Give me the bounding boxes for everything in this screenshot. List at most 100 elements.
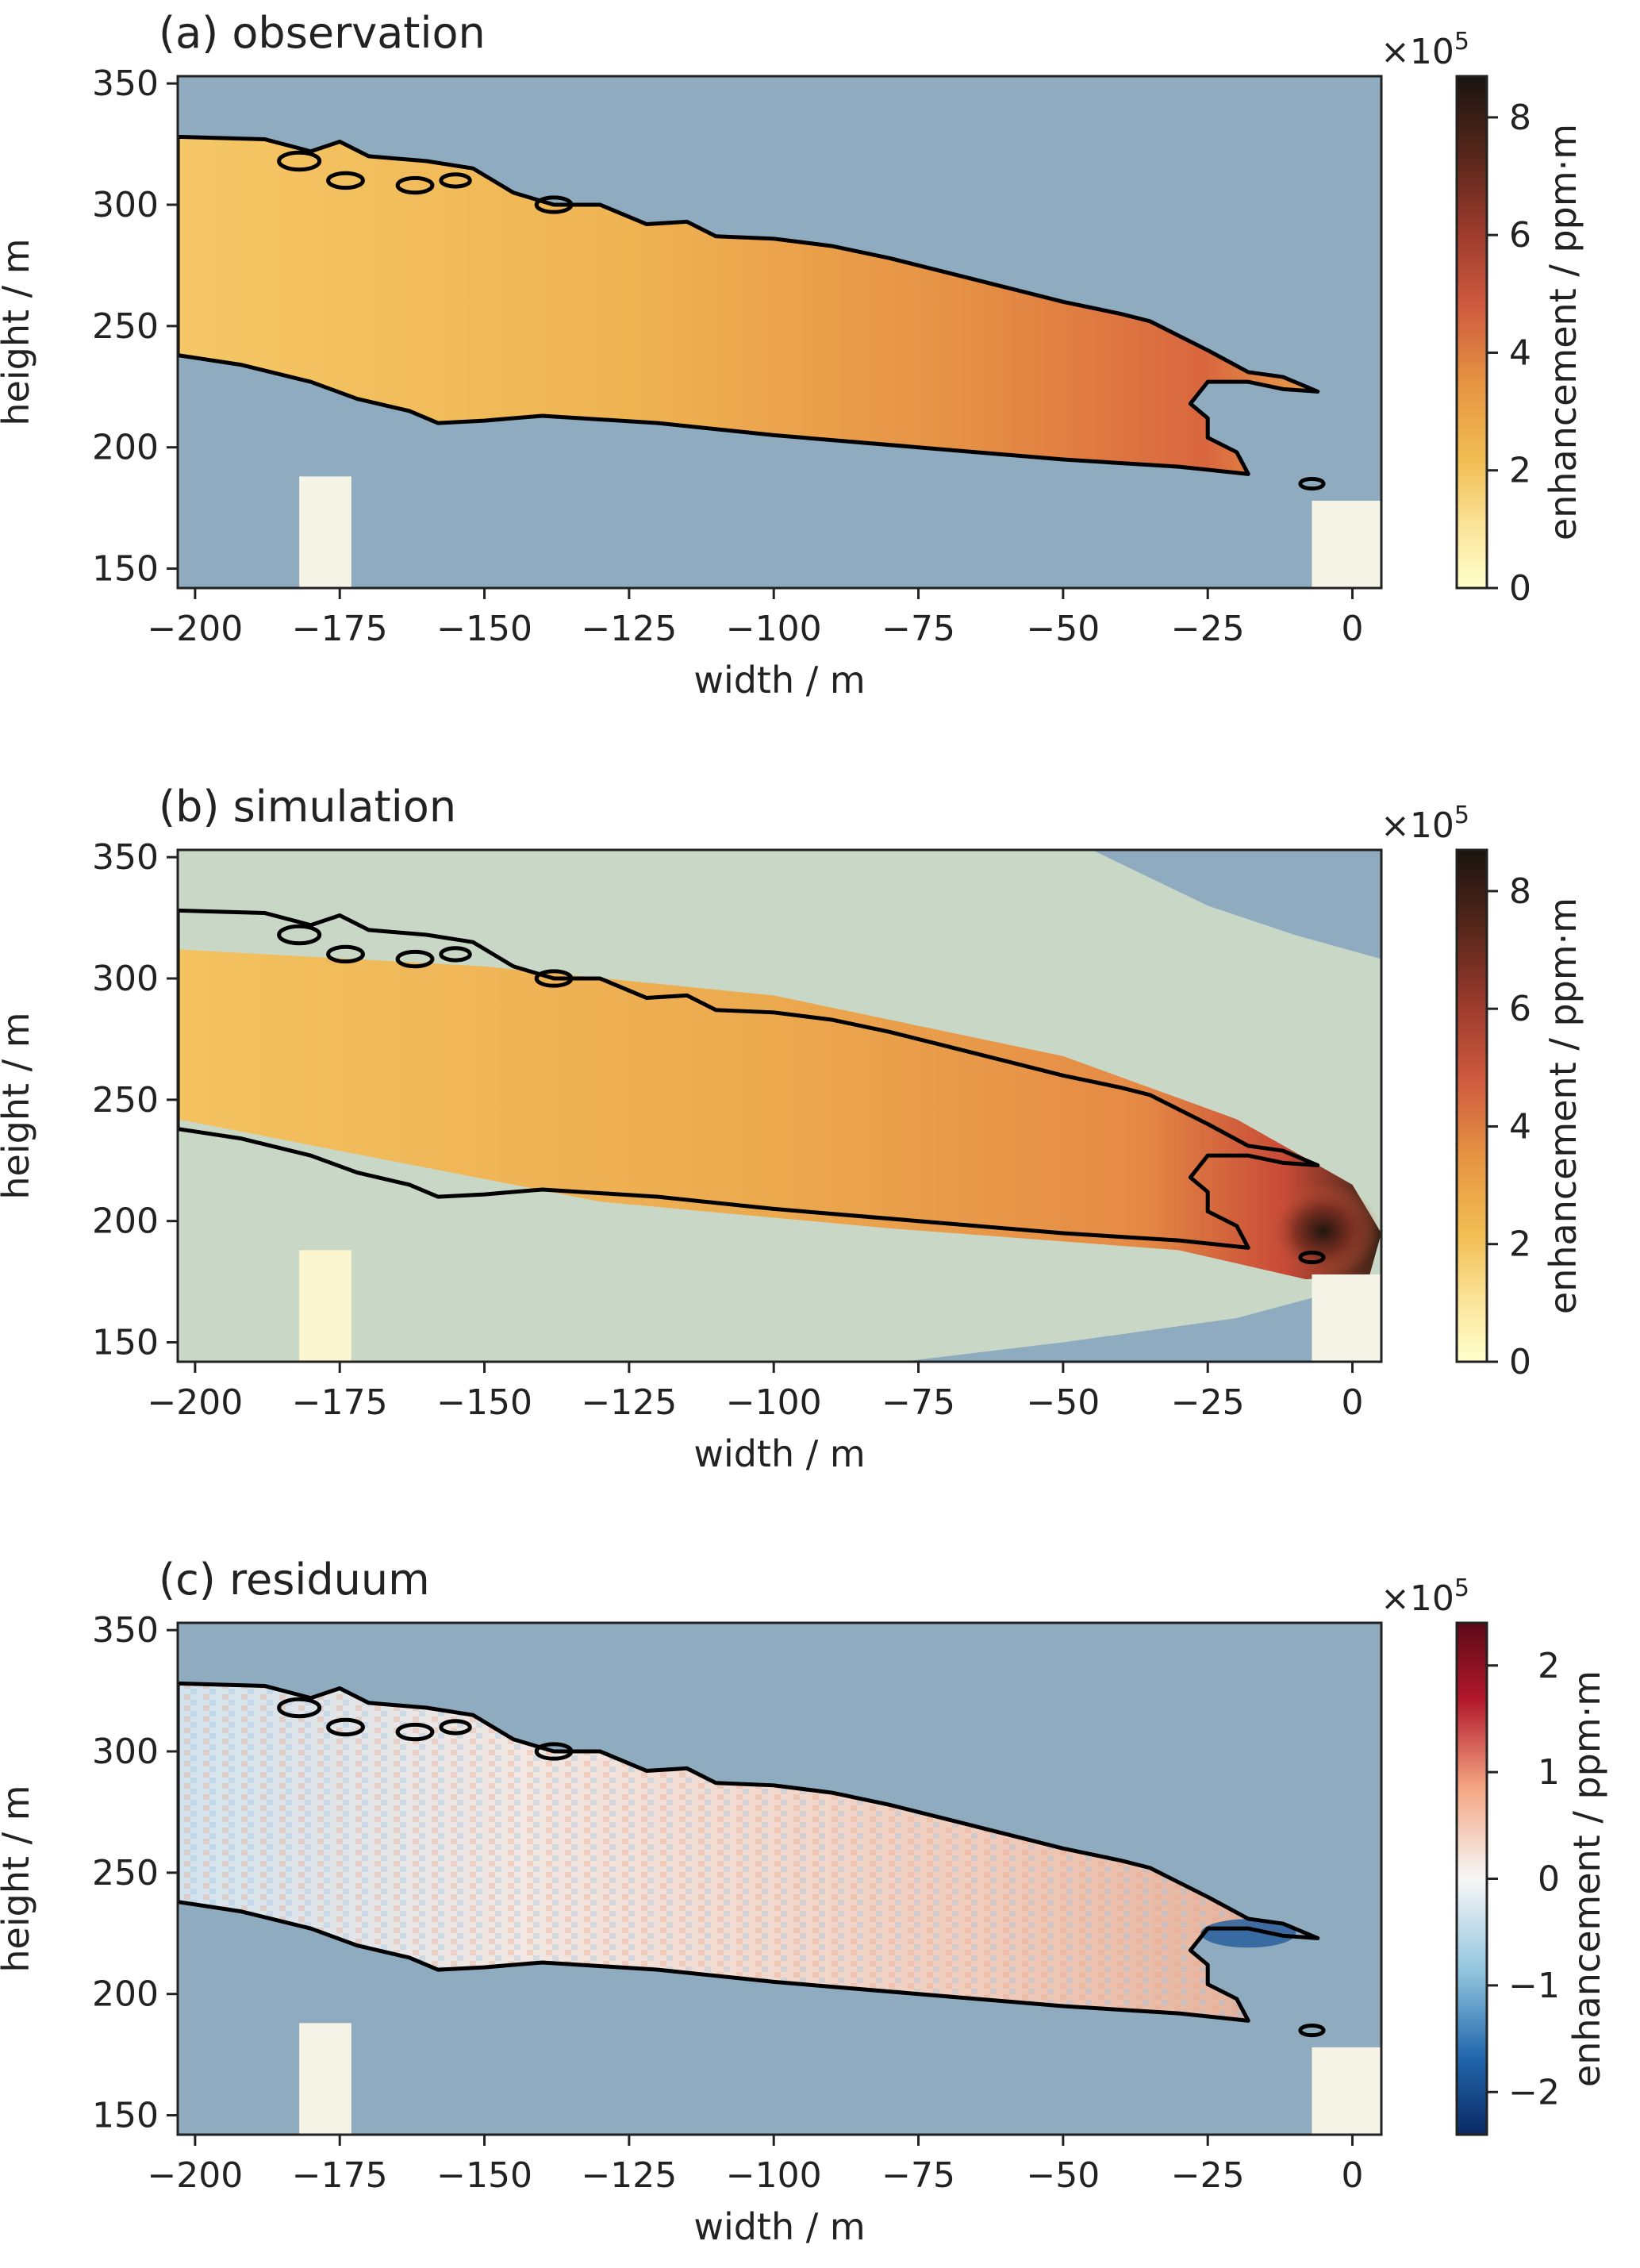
- x-tick-label: 0: [1342, 1382, 1364, 1423]
- colorbar-tick-label: 8: [1509, 98, 1531, 138]
- x-tick-label: −150: [436, 1382, 532, 1423]
- x-tick-label: −100: [726, 2155, 822, 2196]
- contour-loop: [1298, 476, 1326, 491]
- panel-title: (c) residuum: [159, 1555, 430, 1605]
- colorbar-exponent: 5: [1454, 1574, 1469, 1602]
- colorbar-tick-label: 2: [1509, 1224, 1531, 1265]
- y-tick-label: 300: [92, 959, 159, 999]
- x-tick-label: −200: [147, 609, 243, 649]
- x-axis-label: width / m: [693, 659, 865, 702]
- colorbar: 0 2 4 6 8 ×105 enhancement / ppm·m: [1381, 801, 1584, 1382]
- negative-residual-region: [1200, 1919, 1296, 1948]
- x-tick-label: −125: [581, 1382, 677, 1423]
- x-tick-label: −50: [1026, 2155, 1100, 2196]
- contour-loop: [277, 150, 322, 172]
- colorbar-tick-label: −2: [1508, 2072, 1560, 2112]
- axes-frame: [176, 848, 1383, 1363]
- stack-marker: [1312, 1274, 1381, 1362]
- y-tick-label: 250: [92, 1853, 159, 1893]
- contour-loop: [277, 1697, 322, 1719]
- x-tick-label: −150: [436, 609, 532, 649]
- x-tick-label: 0: [1342, 609, 1364, 649]
- contour-loop: [395, 1722, 435, 1742]
- panel-1: (a) observation −200 −175 −150 −125 −100 −75 −5…: [0, 8, 1584, 702]
- x-tick-label: 0: [1342, 2155, 1364, 2196]
- axes-frame: [176, 75, 1383, 590]
- contour-loop: [534, 969, 574, 988]
- y-tick-label: 350: [92, 1610, 159, 1651]
- contour-loop: [534, 195, 574, 214]
- contour-loop: [326, 944, 365, 964]
- colorbar: 0 2 4 6 8 ×105 enhancement / ppm·m: [1381, 28, 1584, 609]
- y-tick-label: 200: [92, 428, 159, 468]
- heatmap-area: [178, 76, 1381, 588]
- stack-marker: [299, 2023, 351, 2135]
- x-tick-label: −125: [581, 609, 677, 649]
- y-tick-label: 300: [92, 185, 159, 225]
- colorbar-tick-label: 4: [1509, 1106, 1531, 1147]
- colorbar-tick-label: 8: [1509, 871, 1531, 912]
- plume-field: [178, 136, 1318, 475]
- plume-hotspot: [1268, 1182, 1380, 1278]
- x-tick-label: −200: [147, 1382, 243, 1423]
- colorbar-label: enhancement / ppm·m: [1542, 898, 1584, 1314]
- contour-loop: [277, 924, 322, 946]
- colorbar-tick-label: 0: [1538, 1859, 1560, 1900]
- x-tick-label: −175: [292, 609, 388, 649]
- colorbar-label: enhancement / ppm·m: [1565, 1670, 1608, 2087]
- colorbar-tick-label: 0: [1509, 1342, 1531, 1382]
- stack-marker: [1312, 2047, 1381, 2135]
- x-tick-label: −175: [292, 2155, 388, 2196]
- contour-loop: [439, 1719, 472, 1736]
- residual-noise: [178, 1683, 1318, 2021]
- x-tick-label: −125: [581, 2155, 677, 2196]
- y-tick-label: 250: [92, 306, 159, 347]
- y-axis-label: height / m: [0, 1785, 37, 1972]
- colorbar-tick-label: 0: [1509, 568, 1531, 609]
- x-tick-label: −175: [292, 1382, 388, 1423]
- y-tick-label: 350: [92, 837, 159, 878]
- stack-marker: [299, 476, 351, 588]
- colorbar-multiplier: ×105: [1381, 1574, 1469, 1619]
- outside-domain-region: [901, 1279, 1381, 1362]
- contour-loop: [1298, 1250, 1326, 1265]
- colorbar-exponent: 5: [1454, 801, 1469, 829]
- contour-loop: [439, 946, 472, 963]
- panel-3: (c) residuum −2 0 0 −175 −150 −125 −100 −75 −50 −2…: [0, 1555, 1608, 2248]
- colorbar-tick-label: 2: [1509, 451, 1531, 491]
- y-tick-label: 150: [92, 1323, 159, 1363]
- colorbar-gradient: [1455, 75, 1488, 590]
- heatmap-area: [178, 850, 1381, 1362]
- contour-loop: [326, 171, 365, 190]
- x-tick-label: −50: [1026, 1382, 1100, 1423]
- x-axis-label: width / m: [693, 2205, 865, 2248]
- y-tick-label: 150: [92, 549, 159, 590]
- x-tick-label: −75: [881, 1382, 955, 1423]
- colorbar-tick-label: −1: [1508, 1966, 1560, 2006]
- contour-loop: [1298, 2023, 1326, 2038]
- y-tick-label: 200: [92, 1201, 159, 1242]
- y-tick-label: 350: [92, 63, 159, 104]
- x-tick-label: −75: [881, 2155, 955, 2196]
- panel-2: (b) simulation −200 −175 −150 −125 −100 −75 −50…: [0, 782, 1584, 1475]
- y-tick-label: 150: [92, 2096, 159, 2136]
- panel-title: (a) observation: [159, 8, 486, 58]
- x-tick-label: −150: [436, 2155, 532, 2196]
- x-tick-label: −25: [1171, 1382, 1245, 1423]
- y-axis-label: height / m: [0, 1012, 37, 1199]
- contour-loop: [395, 949, 435, 969]
- colorbar-tick-label: 6: [1509, 215, 1531, 256]
- colorbar-gradient: [1455, 1621, 1488, 2136]
- contour-loop: [395, 175, 435, 195]
- x-tick-label: −75: [881, 609, 955, 649]
- colorbar-tick-label: 1: [1538, 1752, 1560, 1793]
- contour-loop: [439, 172, 472, 189]
- x-tick-label: −100: [726, 609, 822, 649]
- x-axis-label: width / m: [693, 1432, 865, 1475]
- colorbar-exponent: 5: [1454, 28, 1469, 56]
- panel-title: (b) simulation: [159, 782, 456, 832]
- x-tick-label: −50: [1026, 609, 1100, 649]
- x-tick-label: −25: [1171, 2155, 1245, 2196]
- colorbar-gradient: [1455, 848, 1488, 1363]
